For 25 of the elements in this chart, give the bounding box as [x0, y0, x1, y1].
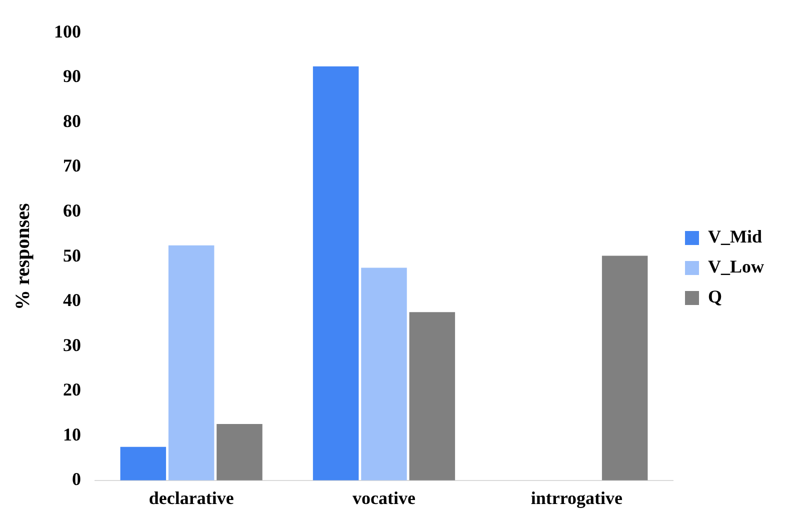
x-tick-label: vocative — [352, 488, 416, 508]
legend-label: V_Low — [708, 256, 764, 277]
y-tick-label: 60 — [63, 200, 81, 220]
bar — [409, 312, 456, 480]
bar — [168, 245, 214, 480]
x-tick-label: intrrogative — [530, 488, 622, 508]
y-tick-label: 90 — [63, 66, 81, 86]
y-tick-label: 20 — [63, 380, 81, 400]
y-tick-label: 30 — [63, 334, 81, 355]
y-tick-label: 80 — [63, 110, 81, 131]
x-tick-label: declarative — [148, 488, 234, 508]
bar — [602, 256, 648, 480]
bar — [120, 446, 166, 480]
y-tick-label: 50 — [63, 245, 81, 266]
bar — [216, 424, 262, 480]
y-tick-label: 40 — [63, 290, 81, 310]
legend-label: V_Mid — [708, 226, 762, 247]
y-axis-title: % responses — [12, 202, 34, 310]
y-tick-label: 0 — [72, 469, 81, 490]
legend-label: Q — [708, 286, 722, 307]
y-tick-label: 100 — [54, 21, 81, 42]
y-tick-label: 70 — [63, 156, 81, 176]
bar — [361, 268, 407, 480]
y-tick-label: 10 — [63, 424, 81, 444]
bar — [312, 66, 359, 480]
